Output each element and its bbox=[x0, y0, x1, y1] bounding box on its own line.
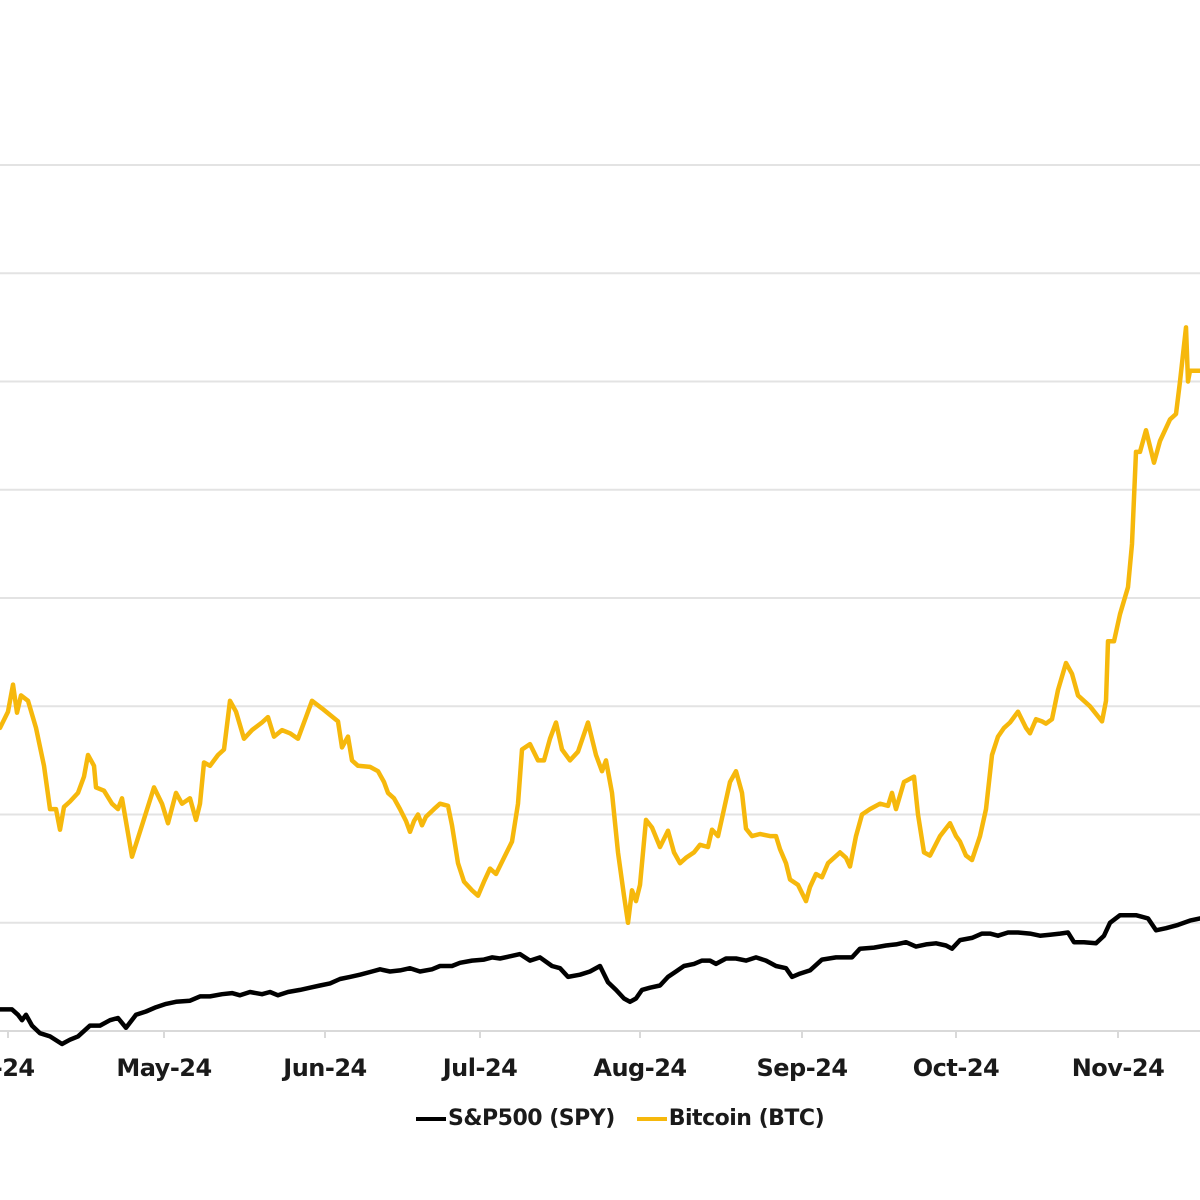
x-tick-label: Jul-24 bbox=[442, 1054, 518, 1082]
chart-legend: S&P500 (SPY) Bitcoin (BTC) bbox=[416, 1106, 846, 1131]
x-tick-label: May-24 bbox=[116, 1054, 212, 1082]
x-axis-ticks bbox=[7, 1031, 1119, 1038]
legend-swatch-spy bbox=[416, 1116, 446, 1121]
spy-line bbox=[0, 912, 1200, 1047]
x-tick-label: r-24 bbox=[0, 1054, 35, 1082]
x-tick-label: Oct-24 bbox=[912, 1054, 1000, 1082]
x-tick-label: Jun-24 bbox=[283, 1054, 367, 1082]
legend-label-btc: Bitcoin (BTC) bbox=[668, 1106, 825, 1131]
x-tick-label: Nov-24 bbox=[1071, 1054, 1165, 1082]
legend-item-btc: Bitcoin (BTC) bbox=[636, 1106, 825, 1131]
x-tick-label: Aug-24 bbox=[593, 1054, 687, 1082]
legend-swatch-btc bbox=[636, 1116, 667, 1121]
legend-item-spy: S&P500 (SPY) bbox=[416, 1106, 615, 1131]
x-tick-label: Sep-24 bbox=[756, 1054, 848, 1082]
legend-label-spy: S&P500 (SPY) bbox=[448, 1106, 615, 1131]
gridlines bbox=[0, 164, 1200, 924]
btc-line bbox=[0, 325, 1200, 926]
